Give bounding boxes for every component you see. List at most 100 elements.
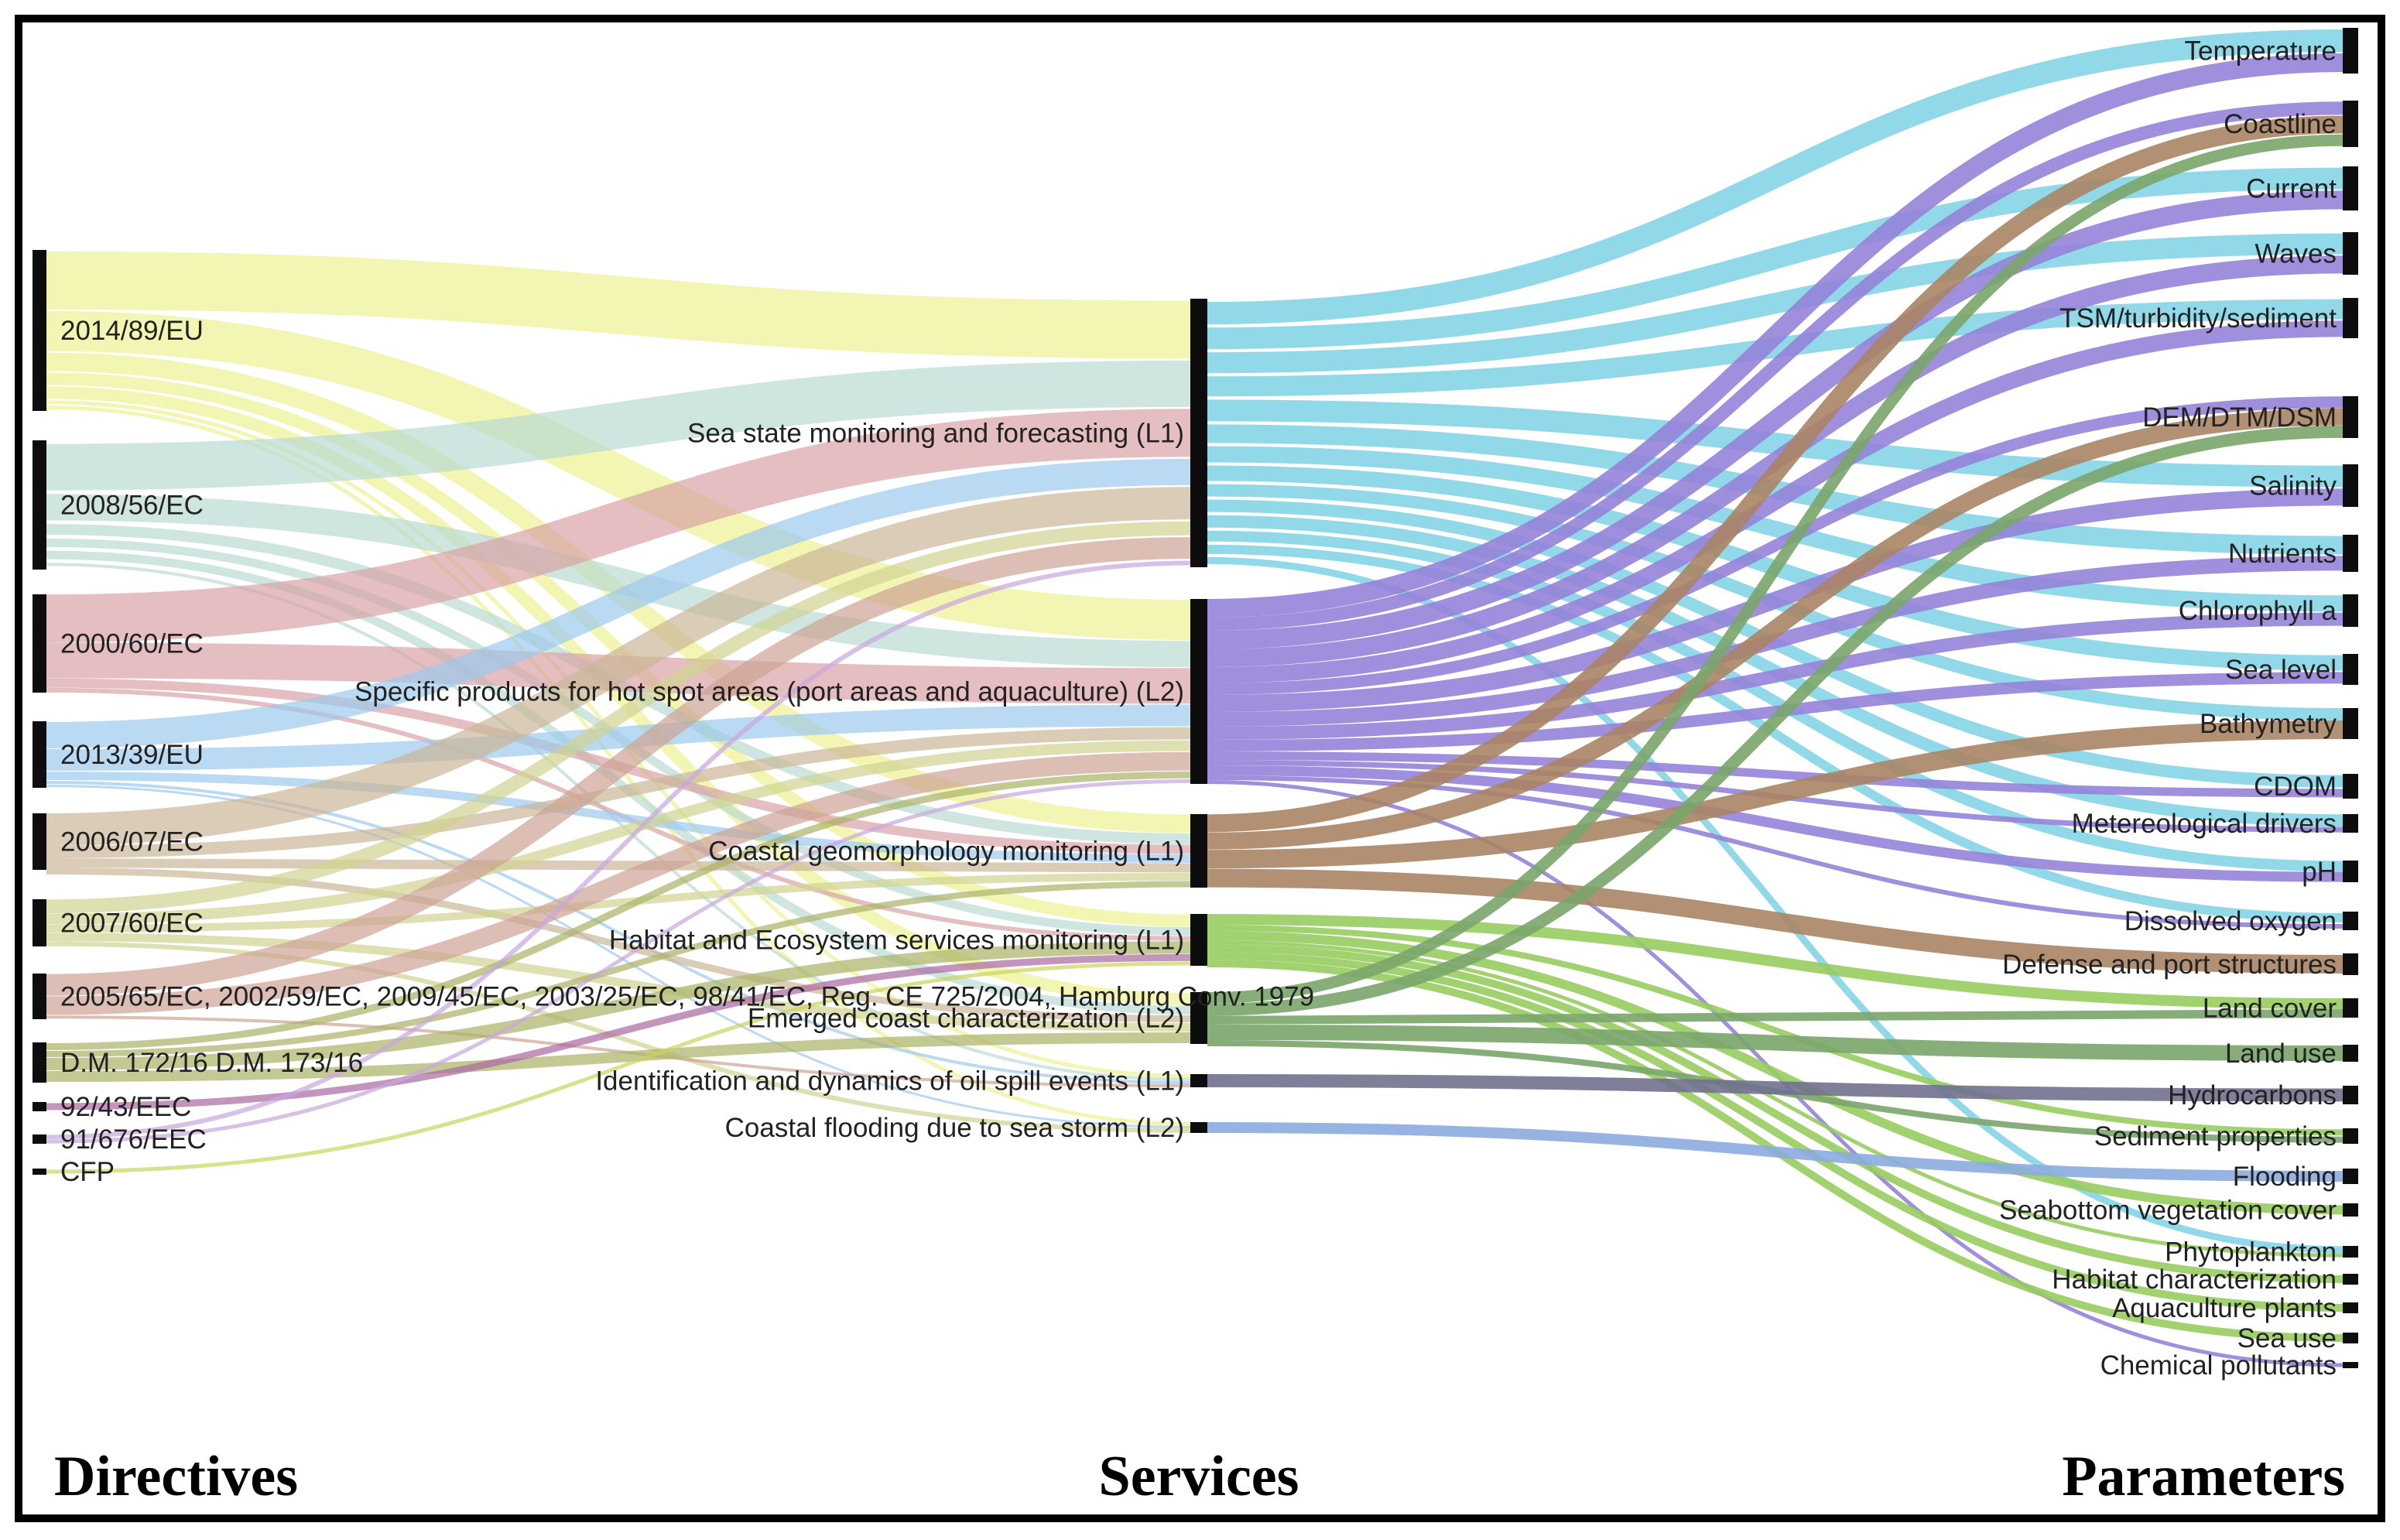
flow-link-service bbox=[1207, 115, 2344, 833]
node-bar bbox=[1190, 992, 1207, 1044]
node-bar bbox=[1190, 1074, 1207, 1087]
node-label: pH bbox=[2302, 857, 2337, 887]
node-label: CFP bbox=[60, 1157, 115, 1187]
flow-link-directive bbox=[46, 521, 1191, 914]
flow-link-service bbox=[1207, 425, 2344, 1016]
node-label: Land cover bbox=[2203, 994, 2337, 1024]
node-bar bbox=[33, 250, 46, 411]
node-bar bbox=[2343, 28, 2358, 74]
flow-link-directive bbox=[46, 560, 1191, 1140]
node-label: 2007/60/EC bbox=[60, 909, 204, 939]
node-label: Salinity bbox=[2249, 471, 2337, 501]
node-label: Nutrients bbox=[2228, 539, 2337, 569]
node-bar bbox=[2343, 232, 2358, 275]
node-bar bbox=[2343, 1362, 2358, 1368]
flow-link-directive bbox=[46, 360, 1191, 491]
node-bar bbox=[2343, 1274, 2358, 1285]
flow-link-directive bbox=[46, 458, 1191, 748]
flow-link-service bbox=[1207, 488, 2344, 712]
flow-link-directive bbox=[46, 858, 1191, 873]
node-label: Chlorophyll a bbox=[2179, 596, 2337, 626]
flow-link-directive bbox=[46, 772, 1191, 863]
node-bar bbox=[2343, 708, 2358, 739]
node-label: Current bbox=[2246, 174, 2337, 204]
node-bar bbox=[2343, 101, 2358, 147]
node-labels: 2014/89/EU 2008/56/EC 2000/60/EC 2013/39/EU… bbox=[60, 36, 2337, 1381]
node-bar bbox=[2343, 998, 2358, 1018]
node-bar bbox=[2343, 654, 2358, 685]
flow-link-directive bbox=[46, 933, 1191, 1032]
node-label: Specific products for hot spot areas (po… bbox=[354, 677, 1184, 707]
node-bar bbox=[33, 899, 46, 946]
node-label: 2006/07/EC bbox=[60, 827, 204, 857]
node-bar bbox=[33, 1102, 46, 1111]
node-label: 91/676/EEC bbox=[60, 1124, 207, 1155]
node-label: TSM/turbidity/sediment bbox=[2059, 303, 2337, 334]
flow-link-service bbox=[1207, 612, 2344, 740]
flow-link-directive bbox=[46, 727, 1191, 858]
node-label: Identification and dynamics of oil spill… bbox=[595, 1066, 1184, 1097]
node-bar bbox=[1190, 299, 1207, 567]
node-label: 2014/89/EU bbox=[60, 316, 204, 346]
node-label: Coastal flooding due to sea storm (L2) bbox=[725, 1113, 1184, 1143]
flow-link-service bbox=[1207, 424, 2344, 555]
node-label: Chemical pollutants bbox=[2100, 1350, 2337, 1381]
node-bar bbox=[33, 721, 46, 788]
node-label: Habitat characterization bbox=[2052, 1265, 2337, 1295]
flow-link-directive bbox=[46, 1032, 1191, 1082]
node-bar bbox=[1190, 814, 1207, 888]
node-bar bbox=[2343, 1246, 2358, 1258]
flow-link-service bbox=[1207, 1122, 2344, 1182]
node-bar bbox=[33, 440, 46, 570]
flow-link-service bbox=[1207, 940, 2344, 1258]
node-bar bbox=[33, 1134, 46, 1144]
node-label: Coastline bbox=[2224, 109, 2337, 139]
node-label: Temperature bbox=[2185, 36, 2337, 67]
flow-link-service bbox=[1207, 134, 2344, 1004]
node-bar bbox=[33, 594, 46, 693]
node-bar bbox=[2343, 814, 2358, 833]
node-label: Sea state monitoring and forecasting (L1… bbox=[687, 419, 1184, 449]
node-label: Defense and port structures bbox=[2002, 950, 2337, 980]
flow-link-directive bbox=[46, 873, 1191, 933]
flow-link-service bbox=[1207, 530, 2344, 872]
node-bars bbox=[33, 28, 2358, 1368]
node-bar bbox=[1190, 1122, 1207, 1133]
node-label: CDOM bbox=[2254, 772, 2337, 802]
flow-link-service bbox=[1207, 320, 2344, 683]
flow-link-service bbox=[1207, 53, 2344, 618]
flow-link-service bbox=[1207, 914, 2344, 1009]
node-label: Hydrocarbons bbox=[2168, 1080, 2337, 1111]
flow-link-directive bbox=[46, 1015, 1191, 1087]
node-bar bbox=[2343, 1086, 2358, 1104]
node-label: Aquaculture plants bbox=[2112, 1293, 2337, 1323]
node-label: Emerged coast characterization (L2) bbox=[748, 1004, 1184, 1034]
directive-service-links bbox=[46, 251, 1191, 1174]
node-bar bbox=[2343, 298, 2358, 338]
node-label: 2008/56/EC bbox=[60, 491, 204, 521]
flow-link-service bbox=[1207, 1074, 2344, 1102]
node-label: D.M. 172/16 D.M. 173/16 bbox=[60, 1048, 363, 1078]
flow-link-service bbox=[1207, 101, 2344, 631]
column-heading-parameters: Parameters bbox=[2062, 1445, 2345, 1508]
column-heading-directives: Directives bbox=[54, 1445, 298, 1508]
node-label: Coastal geomorphology monitoring (L1) bbox=[708, 837, 1184, 867]
flow-link-directive bbox=[46, 409, 1191, 643]
node-bar bbox=[2343, 861, 2358, 882]
flow-link-service bbox=[1207, 931, 2344, 1215]
flow-link-directive bbox=[46, 487, 1191, 846]
node-label: DEM/DTM/DSM bbox=[2142, 402, 2337, 433]
column-heading-services: Services bbox=[1099, 1445, 1299, 1508]
node-bar bbox=[1190, 599, 1207, 784]
flow-link-directive bbox=[46, 953, 1191, 1111]
node-bar bbox=[2343, 396, 2358, 438]
node-bar bbox=[2343, 774, 2358, 799]
node-bar bbox=[2343, 1045, 2358, 1062]
flow-link-service bbox=[1207, 672, 2344, 751]
flow-link-directive bbox=[46, 881, 1191, 1057]
node-label: Sea level bbox=[2225, 655, 2337, 685]
node-label: Dissolved oxygen bbox=[2124, 906, 2337, 936]
flow-link-directive bbox=[46, 310, 1191, 641]
node-label: Waves bbox=[2254, 239, 2337, 269]
